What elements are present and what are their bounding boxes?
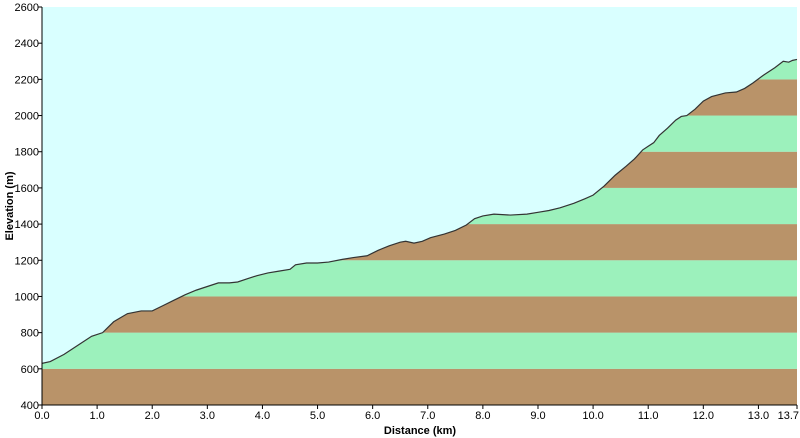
x-tick-label: 13.0 <box>748 410 769 422</box>
elevation-band <box>42 332 797 369</box>
y-tick-label: 2200 <box>15 74 39 86</box>
x-tick-label: 4.0 <box>255 410 270 422</box>
axes <box>38 6 798 409</box>
y-tick-label: 2600 <box>15 2 39 14</box>
x-tick-label: 5.0 <box>310 410 325 422</box>
x-axis-title: Distance (km) <box>384 425 456 437</box>
y-tick-label: 1400 <box>15 219 39 231</box>
tick-labels: 400 600 800 1000 1200 1400 1600 1800 2000 2200 240… <box>15 2 799 422</box>
y-tick-label: 800 <box>21 328 39 340</box>
x-tick-label: 10.0 <box>582 410 603 422</box>
x-tick-label: 7.0 <box>420 410 435 422</box>
x-tick-label: 1.0 <box>89 410 104 422</box>
y-tick-label: 600 <box>21 364 39 376</box>
x-tick-label: 6.0 <box>365 410 380 422</box>
y-tick-label: 1600 <box>15 183 39 195</box>
y-axis-title: Elevation (m) <box>4 171 16 240</box>
x-tick-label: 0.0 <box>34 410 49 422</box>
elevation-profile-line <box>41 58 798 364</box>
x-tick-label: 11.0 <box>638 410 659 422</box>
y-tick-label: 1000 <box>15 291 39 303</box>
x-tick-label: 9.0 <box>530 410 545 422</box>
x-tick-label: 12.0 <box>693 410 714 422</box>
x-tick-label: 8.0 <box>475 410 490 422</box>
y-tick-label: 1800 <box>15 147 39 159</box>
x-tick-label: 3.0 <box>200 410 215 422</box>
y-tick-label: 1200 <box>15 255 39 267</box>
y-tick-label: 400 <box>21 400 39 412</box>
elevation-band <box>42 368 797 405</box>
x-tick-label: 13.7 <box>778 410 799 422</box>
y-tick-label: 2400 <box>15 38 39 50</box>
y-tick-label: 2000 <box>15 111 39 123</box>
x-tick-label: 2.0 <box>145 410 160 422</box>
